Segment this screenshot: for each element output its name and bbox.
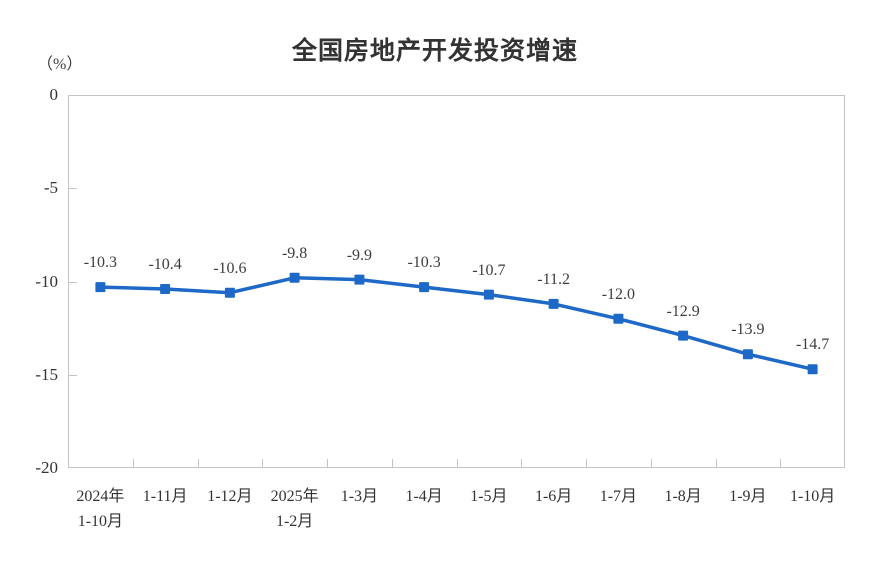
x-category-label: 1-5月 [470,488,508,505]
series-marker [742,349,753,360]
data-label: -12.9 [666,302,700,320]
data-label: -9.9 [346,246,373,264]
x-category-label: 1-8月 [664,488,702,505]
x-category-label: 1-9月 [729,488,767,505]
series-line [98,276,815,371]
data-label: -10.7 [472,261,506,279]
series-marker [548,298,559,309]
x-category-label: 1-11月 [142,488,188,505]
data-label: -10.3 [407,254,441,272]
y-tick-label: -10 [35,271,58,291]
series-marker [613,313,624,324]
y-tick-label: 0 [49,85,59,104]
y-tick-label: -5 [43,178,58,198]
series-marker [807,364,818,375]
y-tick-label: -20 [35,458,58,477]
series-marker [483,289,494,300]
data-label: -9.8 [281,244,308,262]
plot-border [68,95,845,468]
series-marker [678,330,689,341]
data-label: -11.2 [537,270,570,288]
data-label: -10.4 [148,255,182,273]
data-label: -12.0 [601,285,636,303]
x-category-label: 1-3月 [340,488,379,505]
data-label: -14.7 [795,336,830,354]
series-marker [95,282,106,293]
series-marker [289,272,300,283]
data-label: -13.9 [731,321,765,339]
plot-area [68,95,845,468]
x-category-label: 1-12月 [207,488,253,505]
chart-title: 全国房地产开发投资增速 [291,37,578,65]
series-marker [419,282,430,293]
x-category-label: 2025年 1-2月 [270,488,319,530]
x-category-label: 1-10月 [789,488,836,505]
x-category-label: 1-7月 [599,488,638,505]
line-series-svg [68,95,845,468]
x-category-label: 1-6月 [534,488,573,505]
series-marker [224,287,235,298]
x-category-label: 2024年 1-10月 [76,488,125,530]
y-tick-label: -15 [35,364,58,384]
x-category-label: 1-4月 [405,488,443,505]
data-label: -10.6 [213,259,247,277]
series-marker [354,274,365,285]
data-label: -10.3 [83,254,118,272]
series-marker [160,284,171,294]
y-axis-unit-label: （%） [37,56,83,73]
